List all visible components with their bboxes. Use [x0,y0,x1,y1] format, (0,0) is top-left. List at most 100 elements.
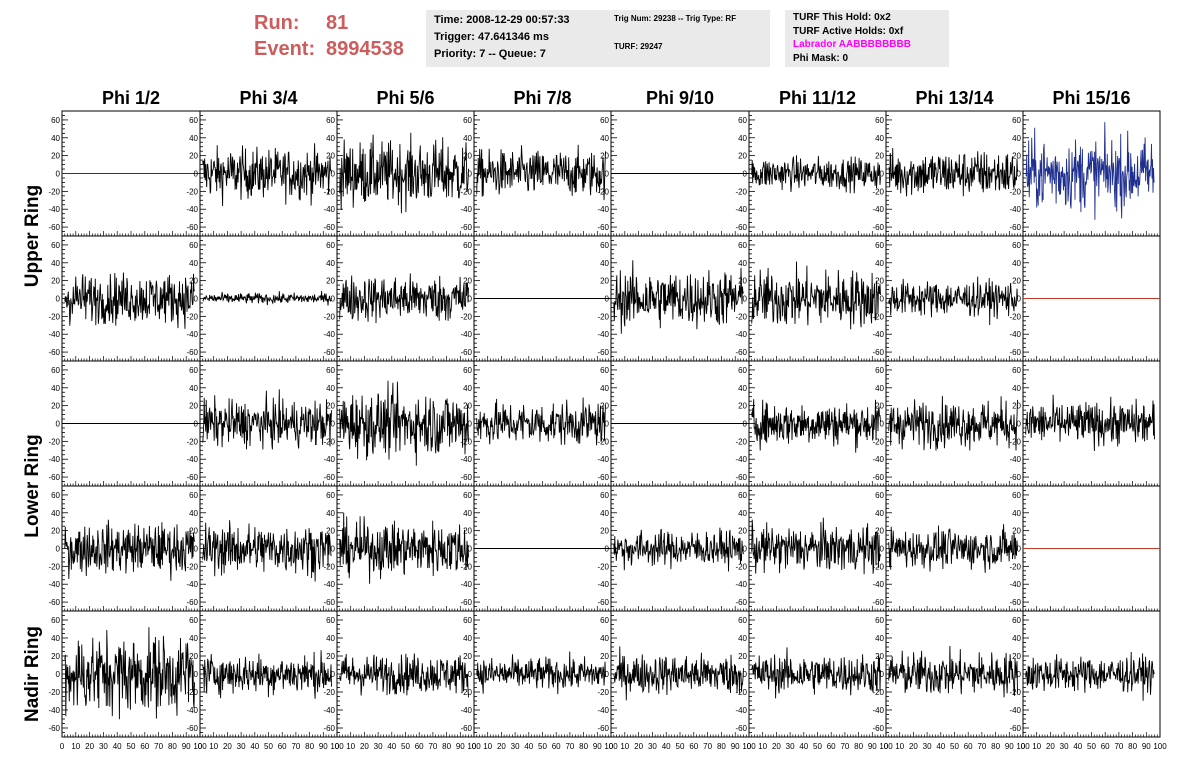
y-tick-label: -40 [48,580,60,589]
y-tick-label: -40 [186,330,198,339]
y-tick-label: 60 [600,116,609,125]
x-tick-label: 30 [1060,742,1069,751]
y-tick-label: -40 [460,205,472,214]
y-tick-label: 0 [194,420,199,429]
run-value: 81 [326,12,349,34]
x-tick-label: 50 [676,742,685,751]
y-tick-label: 60 [51,241,60,250]
x-tick-label: 100 [193,742,207,751]
y-tick-label: 60 [600,491,609,500]
y-tick-label: 20 [326,402,335,411]
x-tick-label: 70 [428,742,437,751]
x-tick-label: 40 [1073,742,1082,751]
x-tick-label: 40 [387,742,396,751]
y-tick-label: 40 [1012,384,1021,393]
trig-num-text: Trig Num: 29238 -- Trig Type: RF [614,14,737,23]
event-label: Event: [254,38,316,60]
y-tick-label: 0 [56,420,61,429]
y-tick-label: -60 [735,598,747,607]
y-tick-label: -40 [735,706,747,715]
y-tick-label: 60 [463,241,472,250]
column-header: Phi 15/16 [1052,88,1130,108]
y-tick-label: 0 [468,420,473,429]
y-tick-label: 40 [1012,134,1021,143]
y-tick-label: 20 [51,152,60,161]
y-tick-label: -20 [872,312,884,321]
x-tick-label: 0 [747,742,752,751]
y-tick-label: -60 [597,724,609,733]
y-tick-label: -40 [323,580,335,589]
y-tick-label: 20 [875,152,884,161]
y-tick-label: -60 [186,223,198,232]
y-tick-label: 0 [56,670,61,679]
y-tick-label: -60 [323,724,335,733]
y-tick-label: 60 [875,491,884,500]
y-tick-label: 20 [600,152,609,161]
y-tick-label: 20 [326,527,335,536]
y-tick-label: 0 [880,295,885,304]
y-tick-label: -20 [597,312,609,321]
x-tick-label: 10 [895,742,904,751]
y-tick-label: 40 [600,259,609,268]
x-tick-label: 90 [1005,742,1014,751]
x-tick-label: 30 [786,742,795,751]
y-tick-label: 20 [875,527,884,536]
y-tick-label: 40 [738,384,747,393]
turf-info-box: TURF This Hold: 0x2 TURF Active Holds: 0… [785,10,949,67]
x-tick-label: 20 [85,742,94,751]
x-tick-label: 100 [330,742,344,751]
y-tick-label: 0 [194,670,199,679]
x-tick-label: 20 [634,742,643,751]
y-tick-label: -40 [735,580,747,589]
y-tick-label: 40 [875,384,884,393]
y-tick-label: -60 [597,223,609,232]
y-tick-label: -40 [597,205,609,214]
x-tick-label: 40 [524,742,533,751]
y-tick-label: -40 [872,706,884,715]
waveform-trace [888,524,1018,573]
row-label: Upper Ring [22,185,43,287]
y-tick-label: -40 [872,455,884,464]
y-tick-label: -40 [1009,330,1021,339]
y-tick-label: -20 [323,187,335,196]
x-tick-label: 50 [1087,742,1096,751]
x-tick-label: 30 [237,742,246,751]
y-tick-label: -60 [186,473,198,482]
x-tick-label: 70 [1114,742,1123,751]
waveform-trace [339,380,469,466]
x-tick-label: 100 [604,742,618,751]
y-tick-label: 0 [56,545,61,554]
y-tick-label: 60 [51,616,60,625]
y-tick-label: 0 [1017,545,1022,554]
x-tick-label: 70 [840,742,849,751]
waveform-trace [613,260,744,334]
y-tick-label: 40 [875,134,884,143]
y-tick-label: 60 [738,116,747,125]
y-tick-label: -20 [872,688,884,697]
column-header: Phi 9/10 [646,88,714,108]
y-tick-label: -40 [872,330,884,339]
y-tick-label: 20 [326,152,335,161]
x-tick-label: 0 [609,742,614,751]
y-tick-label: 60 [463,116,472,125]
waveform-trace [888,395,1018,451]
y-tick-label: 0 [743,295,748,304]
y-tick-label: -40 [323,330,335,339]
y-tick-label: 60 [463,616,472,625]
y-tick-label: -40 [872,205,884,214]
x-tick-label: 60 [140,742,149,751]
x-tick-label: 90 [593,742,602,751]
x-tick-label: 20 [497,742,506,751]
y-tick-label: 40 [189,634,198,643]
y-tick-label: 0 [331,420,336,429]
y-tick-label: -20 [460,562,472,571]
y-tick-label: 0 [743,420,748,429]
y-tick-label: 0 [605,670,610,679]
y-tick-label: -20 [323,688,335,697]
y-tick-label: -40 [48,455,60,464]
y-tick-label: 40 [600,134,609,143]
x-tick-label: 50 [264,742,273,751]
y-tick-label: 40 [738,259,747,268]
y-tick-label: -60 [872,598,884,607]
y-tick-label: 20 [600,277,609,286]
